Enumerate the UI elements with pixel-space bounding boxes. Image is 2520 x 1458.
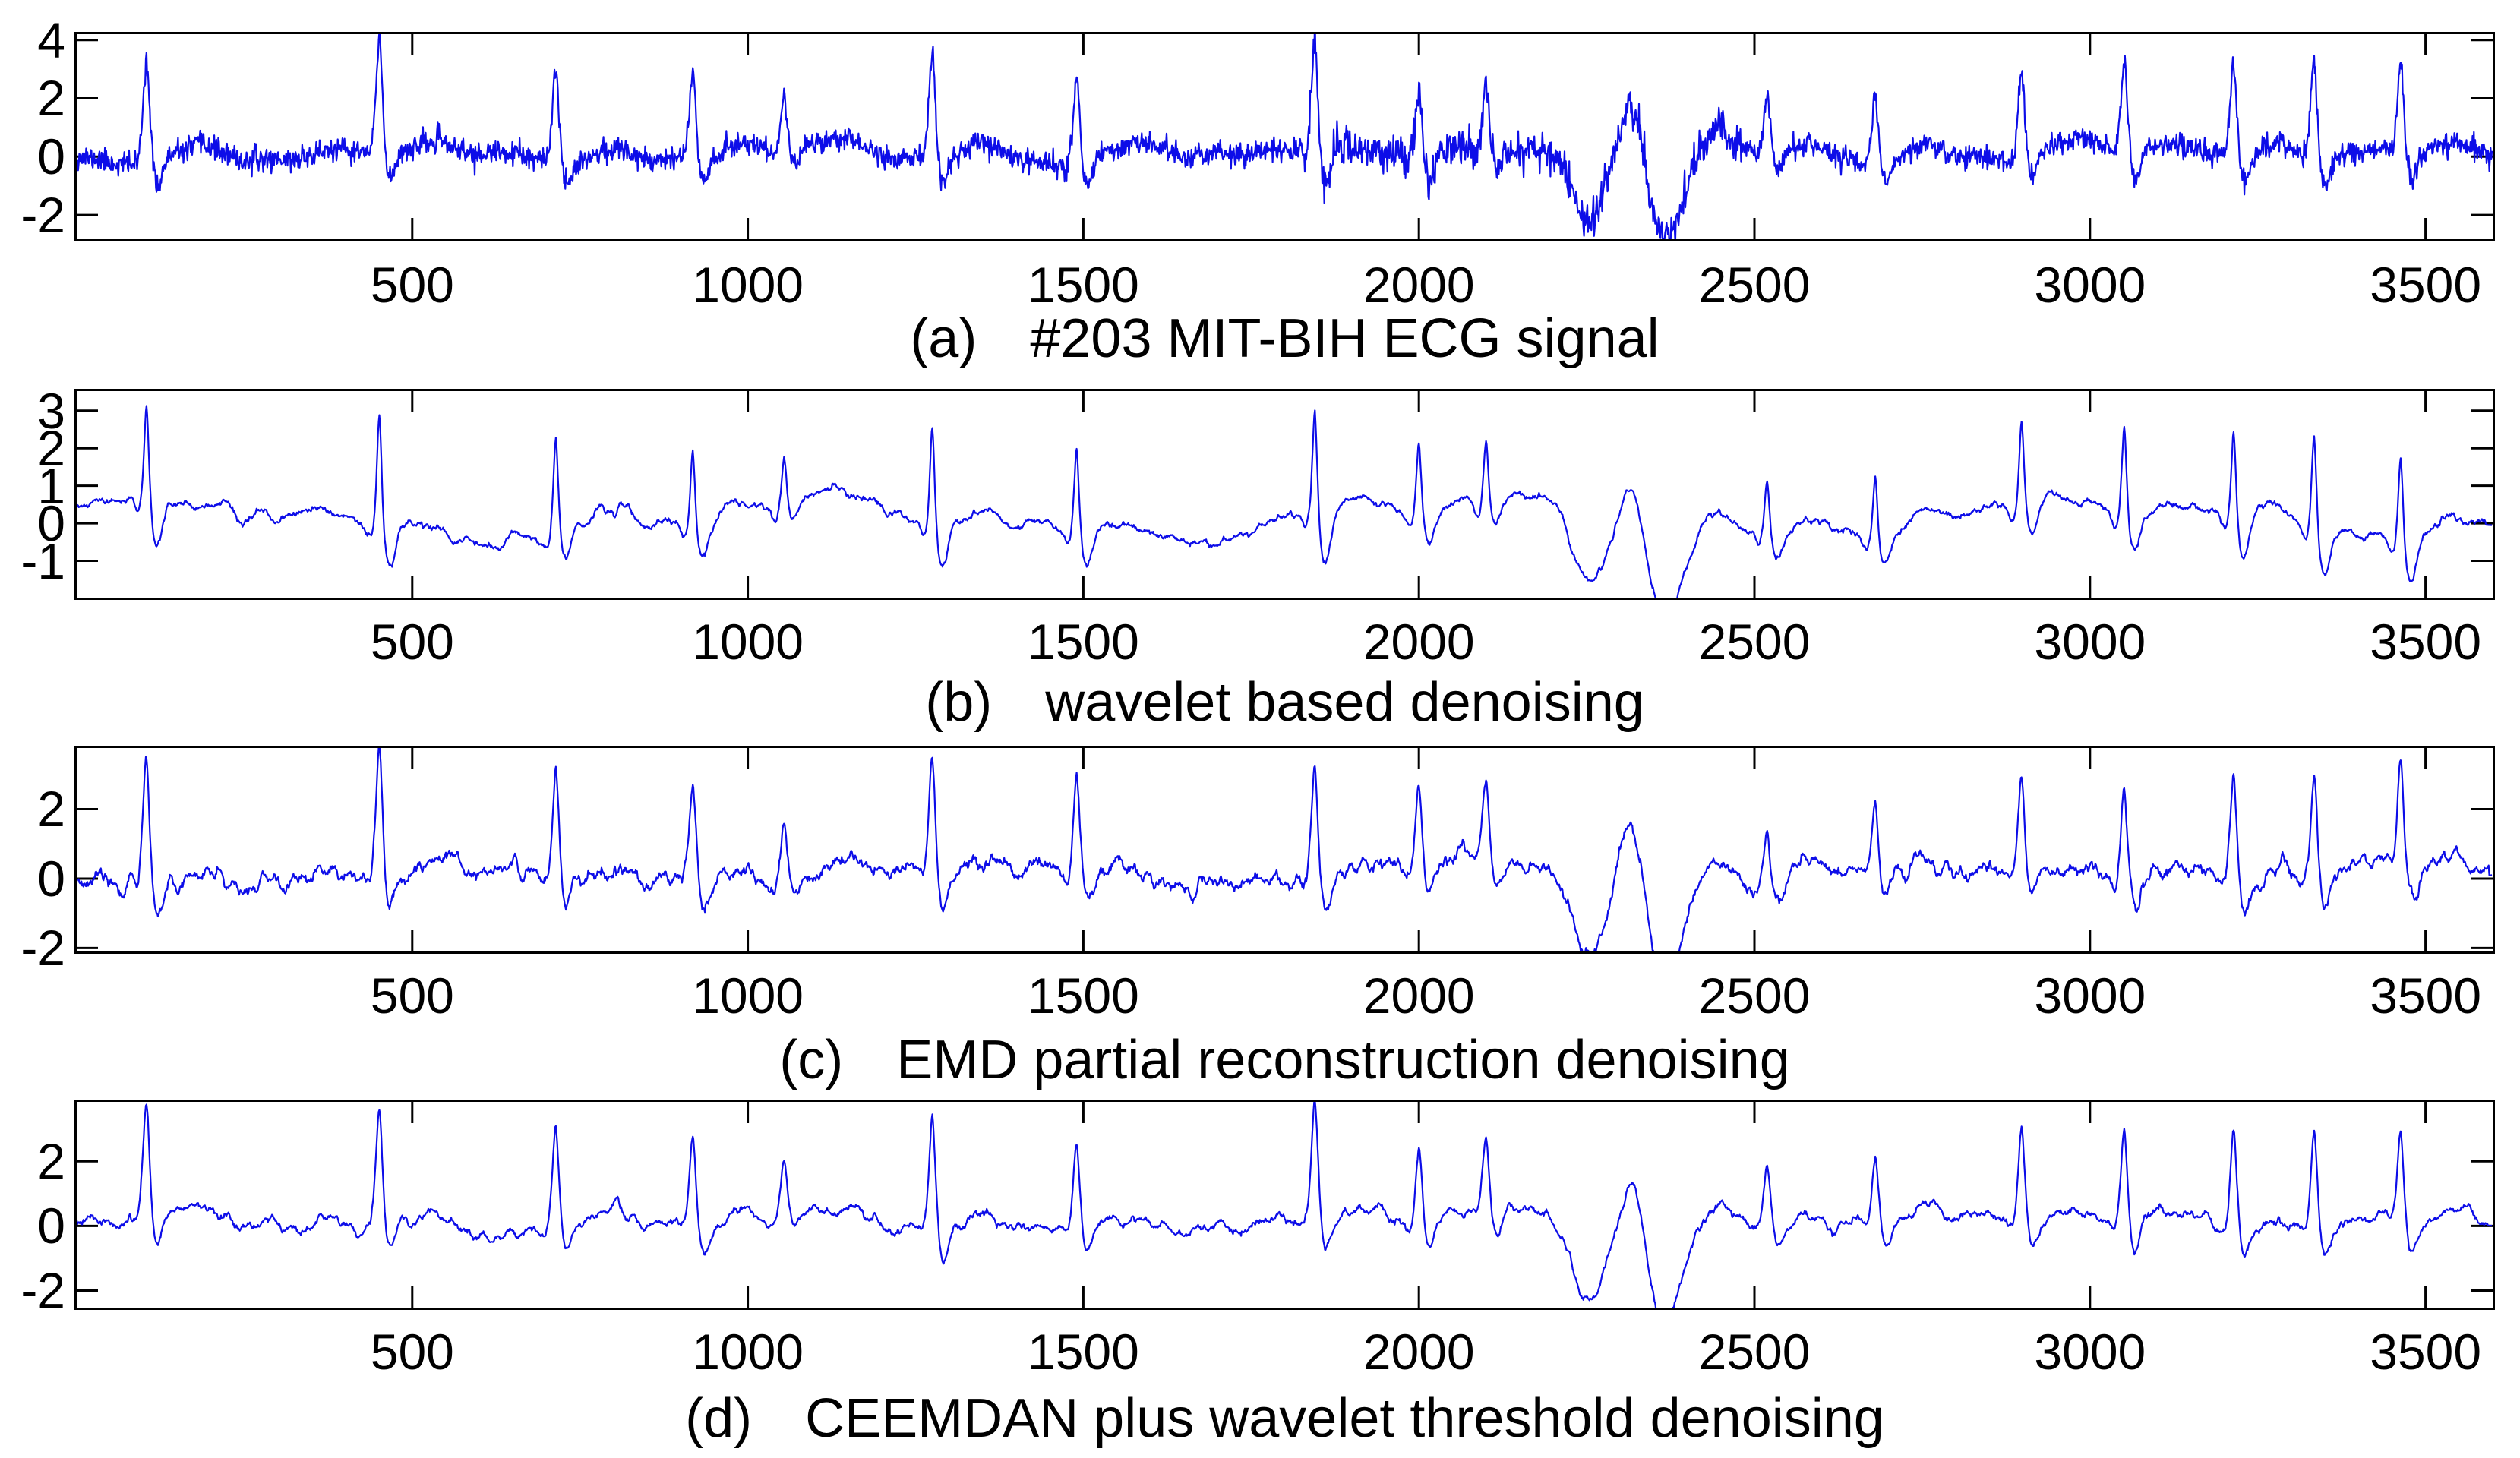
x-tick-label: 3000 [2034,967,2146,1024]
plot-box-d [74,1100,2495,1310]
y-tick-label: -2 [21,187,65,244]
x-tick-label: 3000 [2034,614,2146,670]
y-tick-label: 4 [37,11,65,68]
plot-box-c [74,746,2495,954]
plot-area-b [77,391,2493,598]
y-tick-label: 0 [37,1198,65,1254]
x-tick-label: 2500 [1698,257,1811,313]
panel-index-b: (b) [925,672,993,733]
x-tick-label: 500 [370,614,454,670]
x-tick-label: 1000 [692,1324,804,1380]
y-tick-label: -2 [21,920,65,977]
ecg-trace-a [77,34,2493,239]
x-tick-label: 3000 [2034,1324,2146,1380]
x-tick-label: 2000 [1363,967,1475,1024]
panel-title-row-d: (d) CEEMDAN plus wavelet threshold denois… [74,1391,2495,1446]
y-tick-label: 2 [37,70,65,127]
plot-area-d [77,1102,2493,1308]
x-tick-label: 500 [370,1324,454,1380]
ecg-trace-d [77,1102,2493,1308]
x-tick-label: 2500 [1698,1324,1811,1380]
ecg-trace-b [77,405,2493,598]
x-tick-label: 2000 [1363,257,1475,313]
panel-title-d: CEEMDAN plus wavelet threshold denoising [805,1388,1884,1449]
x-tick-label: 1000 [692,614,804,670]
tick-marks [77,748,2493,951]
x-tick-label: 3500 [2370,1324,2482,1380]
tick-marks [77,391,2493,598]
panel-title-a: #203 MIT-BIH ECG signal [1030,308,1659,369]
x-tick-label: 2000 [1363,1324,1475,1380]
panel-index-a: (a) [910,308,977,369]
y-tick-label: -1 [21,532,65,589]
x-tick-label: 3500 [2370,257,2482,313]
panel-index-c: (c) [779,1030,844,1090]
panel-title-row-c: (c) EMD partial reconstruction denoising [74,1033,2495,1087]
y-tick-label: 0 [37,495,65,552]
y-tick-label: 0 [37,850,65,907]
plot-box-a [74,32,2495,241]
x-tick-label: 3000 [2034,257,2146,313]
x-tick-label: 500 [370,967,454,1024]
panel-title-b: wavelet based denoising [1045,672,1644,733]
y-tick-label: -2 [21,1262,65,1319]
panel-title-c: EMD partial reconstruction denoising [896,1030,1790,1090]
y-tick-label: 2 [37,781,65,838]
y-tick-label: 0 [37,128,65,185]
tick-marks [77,1102,2493,1308]
y-tick-label: 1 [37,457,65,514]
ecg-trace-c [77,748,2493,951]
x-tick-label: 2500 [1698,967,1811,1024]
x-tick-label: 3500 [2370,614,2482,670]
plot-box-b [74,389,2495,600]
panel-title-row-a: (a) #203 MIT-BIH ECG signal [74,311,2495,366]
x-tick-label: 1500 [1027,1324,1139,1380]
x-tick-label: 2500 [1698,614,1811,670]
plot-area-c [77,748,2493,951]
x-tick-label: 500 [370,257,454,313]
panel-index-d: (d) [685,1388,753,1449]
y-tick-label: 3 [37,382,65,439]
y-tick-label: 2 [37,420,65,477]
y-tick-label: 2 [37,1133,65,1190]
x-tick-label: 1500 [1027,257,1139,313]
x-tick-label: 2000 [1363,614,1475,670]
panel-title-row-b: (b) wavelet based denoising [74,675,2495,730]
plot-area-a [77,34,2493,239]
x-tick-label: 3500 [2370,967,2482,1024]
x-tick-label: 1000 [692,257,804,313]
x-tick-label: 1500 [1027,614,1139,670]
x-tick-label: 1500 [1027,967,1139,1024]
x-tick-label: 1000 [692,967,804,1024]
